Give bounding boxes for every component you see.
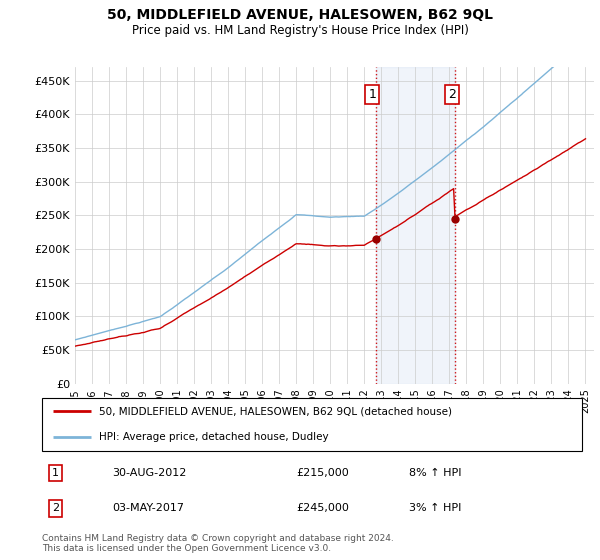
Text: 1: 1	[52, 468, 59, 478]
Text: 50, MIDDLEFIELD AVENUE, HALESOWEN, B62 9QL: 50, MIDDLEFIELD AVENUE, HALESOWEN, B62 9…	[107, 8, 493, 22]
Text: HPI: Average price, detached house, Dudley: HPI: Average price, detached house, Dudl…	[98, 432, 328, 442]
Text: 8% ↑ HPI: 8% ↑ HPI	[409, 468, 462, 478]
Text: 2: 2	[52, 503, 59, 514]
Text: 03-MAY-2017: 03-MAY-2017	[112, 503, 184, 514]
Text: £215,000: £215,000	[296, 468, 349, 478]
Text: 1: 1	[368, 87, 376, 101]
Bar	[376, 67, 455, 384]
Text: 30-AUG-2012: 30-AUG-2012	[112, 468, 187, 478]
Text: 3% ↑ HPI: 3% ↑ HPI	[409, 503, 461, 514]
Text: Price paid vs. HM Land Registry's House Price Index (HPI): Price paid vs. HM Land Registry's House …	[131, 24, 469, 36]
Text: 2: 2	[448, 87, 455, 101]
Text: 50, MIDDLEFIELD AVENUE, HALESOWEN, B62 9QL (detached house): 50, MIDDLEFIELD AVENUE, HALESOWEN, B62 9…	[98, 407, 452, 417]
Text: £245,000: £245,000	[296, 503, 349, 514]
Text: Contains HM Land Registry data © Crown copyright and database right 2024.
This d: Contains HM Land Registry data © Crown c…	[42, 534, 394, 553]
